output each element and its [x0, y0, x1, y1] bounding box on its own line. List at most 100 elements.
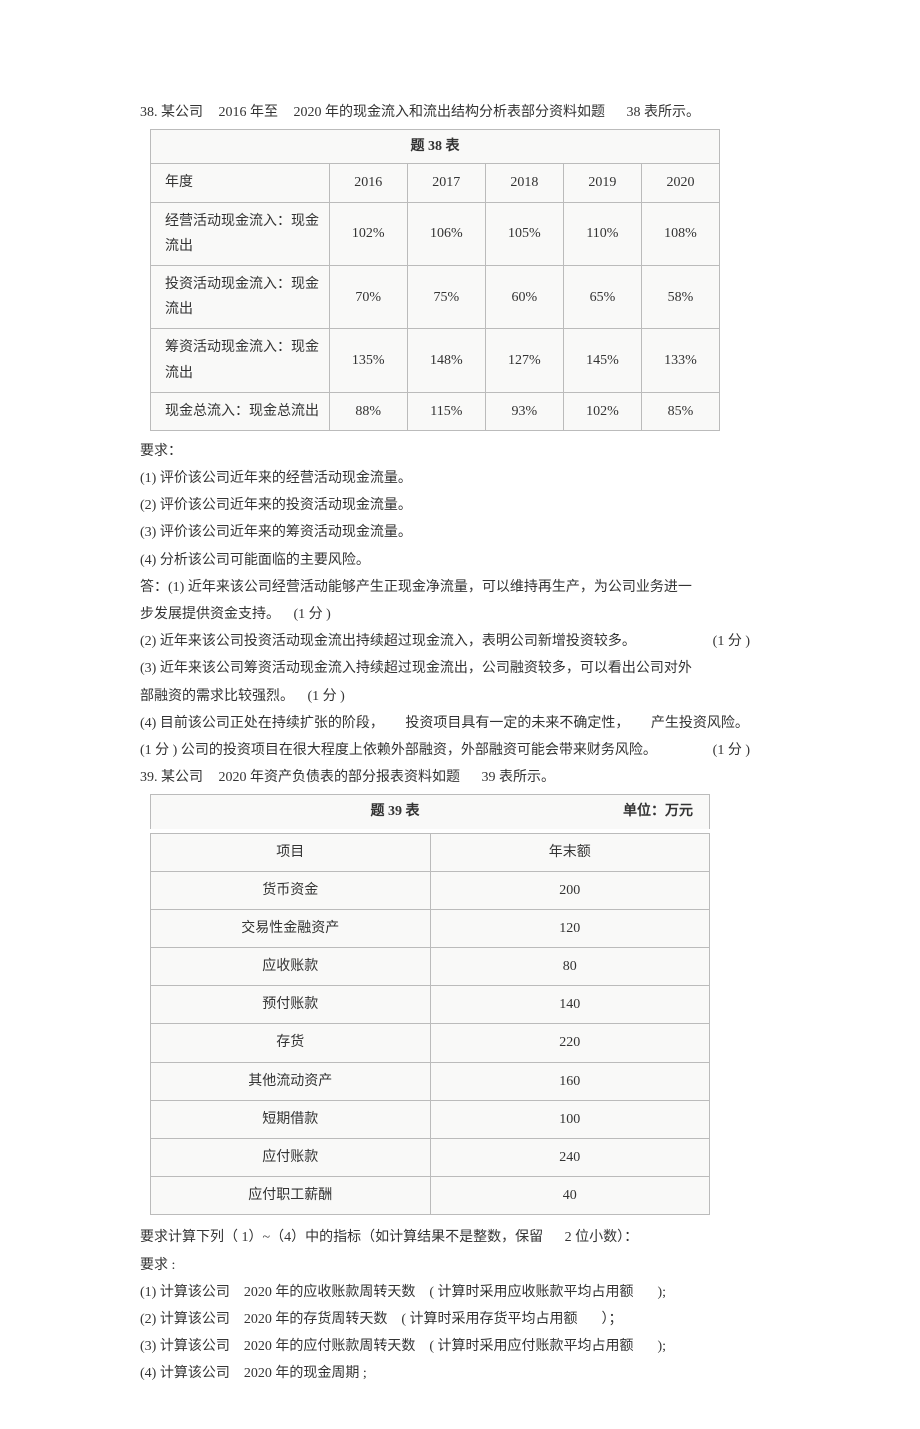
- q38-num: 38. 某公司: [140, 105, 203, 120]
- q39-ref: 39 表所示。: [482, 770, 556, 785]
- q38-ans4a-mid: 投资项目具有一定的未来不确定性，: [405, 716, 629, 731]
- table-cell: 93%: [485, 392, 563, 430]
- req-seg: (2) 计算该公司: [140, 1307, 230, 1332]
- q38-ans4a-text: (4) 目前该公司正处在持续扩张的阶段，: [140, 716, 384, 731]
- table-cell: 筹资活动现金流入：现金流出: [151, 329, 330, 392]
- q38-ans2-score: (1 分 ): [713, 629, 750, 654]
- table-cell: 80: [430, 948, 710, 986]
- q39-req-intro-c: 2 位小数）：: [565, 1230, 639, 1245]
- q38-ans4b-score: (1 分 ): [713, 738, 750, 763]
- req-seg: (4) 计算该公司: [140, 1361, 230, 1386]
- table-row: 应收账款80: [151, 948, 710, 986]
- q38-intro: 38. 某公司 2016 年至 2020 年的现金流入和流出结构分析表部分资料如…: [140, 100, 780, 125]
- table-cell: 200: [430, 871, 710, 909]
- req-seg: );: [658, 1280, 667, 1305]
- table-39-header-row: 项目 年末额: [151, 833, 710, 871]
- req-seg: 2020 年的应付账款周转天数: [244, 1334, 416, 1359]
- req-seg: );: [658, 1334, 667, 1359]
- req-seg: (1) 计算该公司: [140, 1280, 230, 1305]
- table-cell: 货币资金: [151, 871, 431, 909]
- q38-ref: 38 表所示。: [627, 105, 701, 120]
- table-cell: 40: [430, 1177, 710, 1215]
- table-cell: 58%: [641, 265, 719, 328]
- table-cell: 102%: [563, 392, 641, 430]
- q38-ans3b-text: 部融资的需求比较强烈。: [140, 689, 294, 704]
- table-cell: 经营活动现金流入：现金流出: [151, 202, 330, 265]
- table-cell: 75%: [407, 265, 485, 328]
- table-cell: 现金总流入：现金总流出: [151, 392, 330, 430]
- table-38-header-row: 年度 2016 2017 2018 2019 2020: [151, 164, 720, 202]
- table-cell: 60%: [485, 265, 563, 328]
- req-seg: ( 计算时采用应付账款平均占用额: [429, 1334, 633, 1359]
- table-cell: 应付账款: [151, 1139, 431, 1177]
- q38-ans4a: (4) 目前该公司正处在持续扩张的阶段， 投资项目具有一定的未来不确定性， 产生…: [140, 711, 780, 736]
- t39-h1: 年末额: [430, 833, 710, 871]
- table-39-caption: 题 39 表: [167, 799, 623, 824]
- requirement-item: (3) 计算该公司 2020 年的应付账款周转天数 ( 计算时采用应付账款平均占用额…: [140, 1334, 780, 1359]
- table-39-header-bar: 题 39 表 单位：万元: [150, 794, 710, 828]
- table-row: 预付账款140: [151, 986, 710, 1024]
- requirement-item: (4) 计算该公司 2020 年的现金周期 ;: [140, 1361, 780, 1386]
- table-cell: 交易性金融资产: [151, 909, 431, 947]
- table-cell: 70%: [329, 265, 407, 328]
- q39-req-intro-a: 要求计算下列（: [140, 1230, 238, 1245]
- req-seg: 2020 年的应收账款周转天数: [244, 1280, 416, 1305]
- table-38: 题 38 表 年度 2016 2017 2018 2019 2020 经营活动现…: [150, 129, 720, 431]
- table-cell: 115%: [407, 392, 485, 430]
- table-cell: 120: [430, 909, 710, 947]
- table-cell: 127%: [485, 329, 563, 392]
- table-cell: 85%: [641, 392, 719, 430]
- requirement-item: (1) 计算该公司2020 年的应收账款周转天数( 计算时采用应收账款平均占用额…: [140, 1280, 780, 1305]
- t38-h0: 年度: [151, 164, 330, 202]
- table-row: 应付职工薪酬40: [151, 1177, 710, 1215]
- table-cell: 160: [430, 1062, 710, 1100]
- q38-ans2: (2) 近年来该公司投资活动现金流出持续超过现金流入，表明公司新增投资较多。 (…: [140, 629, 780, 654]
- req-seg: (3) 计算该公司: [140, 1334, 230, 1359]
- req-seg: 2020 年的现金周期 ;: [244, 1361, 367, 1386]
- table-38-caption: 题 38 表: [150, 129, 720, 163]
- table-cell: 133%: [641, 329, 719, 392]
- t38-h4: 2019: [563, 164, 641, 202]
- q38-ans1b: 步发展提供资金支持。 (1 分 ): [140, 602, 780, 627]
- table-cell: 预付账款: [151, 986, 431, 1024]
- q38-ans4b: (1 分 ) 公司的投资项目在很大程度上依赖外部融资，外部融资可能会带来财务风险…: [140, 738, 780, 763]
- table-cell: 88%: [329, 392, 407, 430]
- table-row: 筹资活动现金流入：现金流出135%148%127%145%133%: [151, 329, 720, 392]
- table-cell: 投资活动现金流入：现金流出: [151, 265, 330, 328]
- q39-req-intro: 要求计算下列（ 1）~（4）中的指标（如计算结果不是整数，保留 2 位小数）：: [140, 1225, 780, 1250]
- table-cell: 应收账款: [151, 948, 431, 986]
- q38-ans3b: 部融资的需求比较强烈。 (1 分 ): [140, 684, 780, 709]
- t38-h2: 2017: [407, 164, 485, 202]
- req-seg: ）；: [602, 1307, 623, 1332]
- q38-ans4b-text: (1 分 ) 公司的投资项目在很大程度上依赖外部融资，外部融资可能会带来财务风险…: [140, 743, 657, 758]
- q39-intro: 39. 某公司 2020 年资产负债表的部分报表资料如题 39 表所示。: [140, 765, 780, 790]
- table-cell: 65%: [563, 265, 641, 328]
- table-cell: 110%: [563, 202, 641, 265]
- q38-ans1b-score: (1 分 ): [294, 607, 331, 622]
- table-cell: 102%: [329, 202, 407, 265]
- table-cell: 108%: [641, 202, 719, 265]
- table-row: 其他流动资产160: [151, 1062, 710, 1100]
- table-cell: 100: [430, 1100, 710, 1138]
- table-cell: 106%: [407, 202, 485, 265]
- q39-req-intro-b: 1）~（4）中的指标（如计算结果不是整数，保留: [242, 1230, 544, 1245]
- q38-ans3a: (3) 近年来该公司筹资活动现金流入持续超过现金流出，公司融资较多，可以看出公司…: [140, 656, 780, 681]
- table-cell: 其他流动资产: [151, 1062, 431, 1100]
- table-row: 经营活动现金流入：现金流出102%106%105%110%108%: [151, 202, 720, 265]
- q39-req-label: 要求 :: [140, 1253, 780, 1278]
- table-cell: 135%: [329, 329, 407, 392]
- q39-year: 2020 年资产负债表的部分报表资料如题: [219, 770, 461, 785]
- q38-ans4a-end: 产生投资风险。: [651, 716, 749, 731]
- table-39-unit: 单位：万元: [623, 799, 693, 824]
- requirement-item: (2) 计算该公司2020 年的存货周转天数( 计算时采用存货平均占用额）；: [140, 1307, 780, 1332]
- table-cell: 145%: [563, 329, 641, 392]
- q38-ans1b-text: 步发展提供资金支持。: [140, 607, 280, 622]
- requirement-item: (1) 评价该公司近年来的经营活动现金流量。: [140, 466, 780, 491]
- t39-h0: 项目: [151, 833, 431, 871]
- table-row: 货币资金200: [151, 871, 710, 909]
- table-cell: 240: [430, 1139, 710, 1177]
- t38-h5: 2020: [641, 164, 719, 202]
- q38-ans1a: 答：(1) 近年来该公司经营活动能够产生正现金净流量，可以维持再生产，为公司业务…: [140, 575, 780, 600]
- q38-req-label: 要求：: [140, 439, 780, 464]
- q38-year2: 2020 年的现金流入和流出结构分析表部分资料如题: [294, 105, 606, 120]
